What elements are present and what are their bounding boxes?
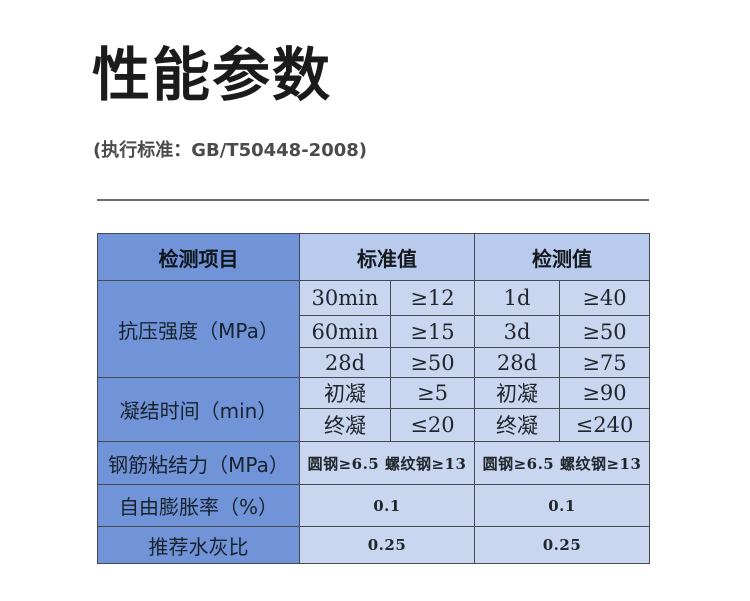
cell-setting-det-initial: 初凝	[474, 377, 560, 409]
table-row: 抗压强度（MPa） 30min ≥12 1d ≥40	[97, 280, 650, 378]
cell-water-cement-ratio-std: 0.25	[299, 526, 475, 564]
table-header-row: 检测项目 标准值 检测值	[97, 233, 650, 281]
table-row: 60min ≥15 3d ≥50	[98, 315, 650, 348]
row-label-setting-time: 凝结时间（min）	[97, 377, 300, 442]
cell-compressive-std-age-60min: 60min	[299, 315, 391, 348]
cell-setting-det-final-val: ≤240	[559, 408, 650, 442]
cell-rebar-bond-det: 圆钢≥6.5 螺纹钢≥13	[474, 441, 650, 485]
cell-compressive-std-val-60min: ≥15	[390, 315, 475, 348]
cell-compressive-std-age-30min: 30min	[299, 280, 391, 316]
cell-setting-det-final: 终凝	[474, 408, 560, 442]
cell-water-cement-ratio-det: 0.25	[474, 526, 650, 564]
cell-compressive-det-age-1d: 1d	[474, 280, 560, 316]
section-divider	[97, 199, 649, 201]
table-row: 终凝 ≤20 终凝 ≤240	[98, 408, 650, 442]
cell-compressive-det-age-3d: 3d	[474, 315, 560, 348]
cell-free-expansion-det: 0.1	[474, 484, 650, 527]
cell-free-expansion-std: 0.1	[299, 484, 475, 527]
table-row: 推荐水灰比 0.25 0.25	[97, 526, 650, 564]
cell-compressive-det-age-28d: 28d	[474, 347, 560, 378]
cell-rebar-bond-std: 圆钢≥6.5 螺纹钢≥13	[299, 441, 475, 485]
performance-parameters-table: 检测项目 标准值 检测值 抗压强度（MPa） 30min ≥12 1d ≥40 …	[97, 233, 650, 564]
header-detected-value: 检测值	[474, 233, 650, 281]
cell-compressive-std-val-30min: ≥12	[390, 280, 475, 316]
row-label-water-cement-ratio: 推荐水灰比	[97, 526, 300, 564]
cell-compressive-std-age-28d: 28d	[299, 347, 391, 378]
cell-setting-std-final-val: ≤20	[390, 408, 475, 442]
cell-compressive-det-val-3d: ≥50	[559, 315, 650, 348]
row-label-free-expansion: 自由膨胀率（%）	[97, 484, 300, 527]
cell-compressive-det-val-28d: ≥75	[559, 347, 650, 378]
cell-setting-std-initial-val: ≥5	[390, 377, 475, 409]
cell-setting-std-initial: 初凝	[299, 377, 391, 409]
cell-setting-std-final: 终凝	[299, 408, 391, 442]
table-row: 凝结时间（min） 初凝 ≥5 初凝 ≥90	[97, 377, 650, 442]
row-label-rebar-bond: 钢筋粘结力（MPa）	[97, 441, 300, 485]
row-label-compressive-strength: 抗压强度（MPa）	[97, 280, 300, 378]
page-title: 性能参数	[92, 41, 333, 109]
cell-compressive-std-val-28d: ≥50	[390, 347, 475, 378]
table-row: 28d ≥50 28d ≥75	[98, 347, 650, 378]
table-row: 自由膨胀率（%） 0.1 0.1	[97, 484, 650, 527]
standard-note: (执行标准：GB/T50448-2008)	[93, 140, 367, 161]
header-item-column: 检测项目	[97, 233, 300, 281]
table-row: 钢筋粘结力（MPa） 圆钢≥6.5 螺纹钢≥13 圆钢≥6.5 螺纹钢≥13	[97, 441, 650, 485]
header-standard-value: 标准值	[299, 233, 475, 281]
cell-compressive-det-val-1d: ≥40	[559, 280, 650, 316]
cell-setting-det-initial-val: ≥90	[559, 377, 650, 409]
